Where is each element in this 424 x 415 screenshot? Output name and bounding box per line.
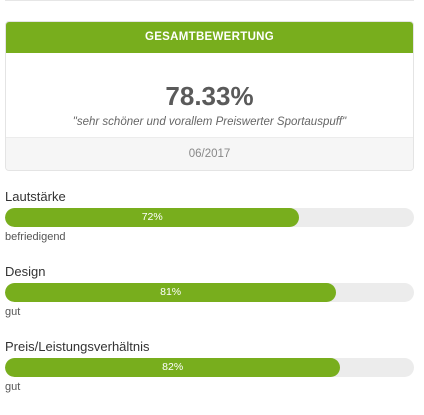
rating-bar-fill: 81% (5, 283, 337, 302)
rating-lautstaerke: Lautstärke 72% befriedigend (5, 189, 414, 244)
rating-preis-leistung: Preis/Leistungsverhältnis 82% gut (5, 339, 414, 394)
review-date: 06/2017 (6, 137, 413, 170)
rating-label: Preis/Leistungsverhältnis (5, 339, 150, 354)
rating-bar-track: 81% (5, 283, 414, 302)
rating-verdict: gut (5, 381, 21, 393)
rating-bar-fill: 72% (5, 208, 300, 227)
overall-rating-header: GESAMTBEWERTUNG (6, 22, 413, 53)
overall-score: 78.33% (165, 81, 254, 111)
rating-bar-track: 82% (5, 358, 414, 377)
rating-label: Lautstärke (5, 189, 66, 204)
review-quote: "sehr schöner und vorallem Preiswerter S… (72, 116, 347, 128)
rating-label: Design (5, 264, 46, 279)
rating-verdict: befriedigend (5, 231, 66, 243)
rating-design: Design 81% gut (5, 264, 414, 319)
rating-bar-fill: 82% (5, 358, 341, 377)
rating-verdict: gut (5, 306, 21, 318)
rating-bar-track: 72% (5, 208, 414, 227)
overall-rating-card: GESAMTBEWERTUNG 78.33% "sehr schöner und… (5, 21, 414, 171)
top-divider (5, 0, 414, 1)
